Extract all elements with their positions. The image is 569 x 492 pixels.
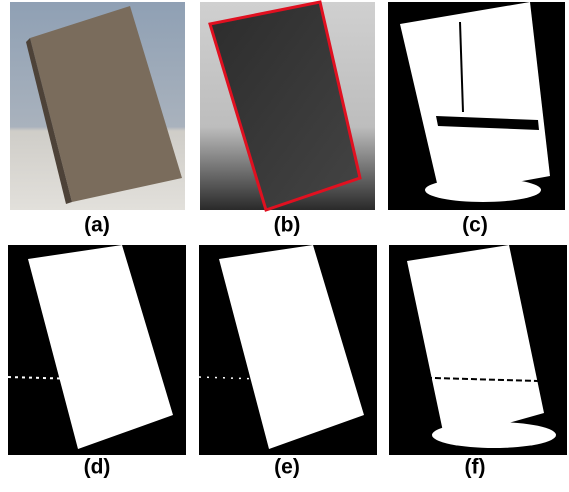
panel-b	[200, 2, 375, 210]
panel-label: (d)	[84, 456, 111, 479]
panel-c	[388, 2, 565, 210]
figure: (a) (b) (c) (d) (e) (f)	[0, 0, 569, 492]
panel-a	[10, 2, 185, 210]
panel-label: (a)	[84, 214, 110, 237]
panel-e	[199, 245, 377, 455]
mask-blob	[425, 178, 541, 202]
panel-d	[8, 245, 186, 455]
panel-label: (b)	[274, 214, 301, 237]
panel-label: (e)	[274, 456, 300, 479]
panel-label: (f)	[465, 456, 486, 479]
panel-f	[389, 245, 567, 455]
panel-label: (c)	[462, 214, 488, 237]
mask-blob	[432, 422, 556, 448]
